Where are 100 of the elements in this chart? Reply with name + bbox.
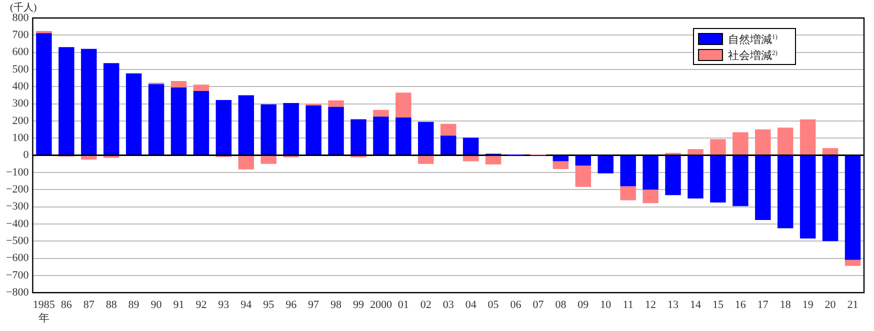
- bar: [81, 48, 97, 155]
- bar: [710, 156, 726, 202]
- x-tick-label: 13: [668, 299, 680, 312]
- bar: [462, 138, 479, 155]
- bar: [58, 47, 74, 155]
- y-tick-label: 400: [12, 80, 30, 93]
- x-tick-label: 12: [645, 299, 656, 312]
- y-tick-label: 100: [12, 132, 30, 144]
- bar: [620, 156, 636, 186]
- x-tick-label: 17: [757, 299, 769, 312]
- bar: [598, 156, 614, 174]
- bar: [732, 156, 748, 206]
- bar: [800, 156, 816, 239]
- bar: [755, 129, 771, 155]
- bar: [396, 118, 412, 155]
- bar: [755, 156, 771, 220]
- x-tick-label: 20: [824, 299, 836, 312]
- x-tick-label: 89: [128, 299, 140, 312]
- y-tick-label: −600: [6, 252, 30, 264]
- bar: [665, 156, 681, 196]
- bar: [688, 149, 704, 155]
- y-tick-label: 600: [12, 46, 30, 58]
- y-tick-label: 0: [23, 149, 30, 162]
- y-tick-label: 800: [12, 12, 30, 24]
- x-tick-label: 97: [308, 299, 320, 312]
- y-tick-label: 200: [12, 114, 30, 127]
- bar: [440, 124, 456, 136]
- x-tick-label: 11: [622, 299, 634, 312]
- x-tick-label: 93: [218, 299, 230, 312]
- x-tick-label: 08: [555, 299, 567, 312]
- bar: [238, 156, 254, 170]
- bar: [552, 156, 569, 162]
- x-tick-label: 91: [173, 299, 184, 312]
- x-tick-label: 07: [532, 299, 544, 312]
- x-tick-label: 15: [712, 299, 724, 312]
- x-tick-label: 09: [578, 299, 590, 312]
- bar: [844, 260, 861, 266]
- bar: [328, 100, 344, 107]
- bar: [283, 102, 299, 155]
- bar: [440, 136, 456, 155]
- y-tick-label: −100: [6, 166, 30, 178]
- x-tick-label: 04: [465, 299, 477, 312]
- bar: [844, 156, 861, 260]
- bar: [778, 156, 794, 228]
- bar: [418, 156, 434, 164]
- x-tick-label: 16: [734, 299, 746, 312]
- x-tick-label: 18: [780, 299, 792, 312]
- y-tick-label: −200: [6, 184, 30, 196]
- x-tick-label: 02: [420, 299, 432, 312]
- y-tick-label: −400: [6, 218, 30, 230]
- bar: [126, 73, 142, 155]
- bar: [148, 84, 164, 155]
- x-tick-label: 98: [330, 299, 342, 312]
- x-tick-label: 87: [83, 299, 95, 312]
- x-tick-label: 88: [106, 299, 118, 312]
- x-tick-label: 03: [442, 299, 454, 312]
- bar: [552, 161, 569, 170]
- x-tick-label: 14: [690, 299, 702, 312]
- y-tick-label: 700: [12, 29, 30, 42]
- bar: [710, 139, 726, 155]
- x-tick-label: 05: [488, 299, 500, 312]
- x-tick-label: 99: [352, 299, 364, 312]
- y-tick-label: 300: [12, 98, 30, 110]
- bar: [642, 156, 658, 190]
- y-tick-label: −300: [6, 200, 30, 213]
- x-tick-label: 86: [60, 299, 72, 312]
- x-tick-label: 95: [263, 299, 275, 312]
- bar: [373, 110, 389, 117]
- x-tick-label: 90: [150, 299, 162, 312]
- bar: [822, 156, 838, 242]
- bar: [575, 166, 592, 187]
- x-tick-label: 96: [286, 299, 298, 312]
- y-tick-label: −500: [6, 235, 30, 248]
- bar: [170, 80, 187, 88]
- x-tick-label: 10: [600, 299, 612, 312]
- bar: [260, 104, 276, 155]
- bar: [800, 119, 816, 155]
- y-tick-label: −700: [6, 269, 30, 282]
- bar: [732, 132, 748, 155]
- bar: [350, 119, 366, 155]
- bar: [822, 148, 838, 155]
- bar: [778, 128, 794, 155]
- x-tick-label: 21: [847, 299, 858, 312]
- bar: [170, 88, 187, 155]
- x-tick-label: 2000: [370, 299, 392, 312]
- bar: [328, 106, 344, 155]
- bar: [418, 122, 434, 155]
- bar: [238, 95, 254, 155]
- bar: [306, 106, 322, 155]
- x-tick-label: 92: [196, 299, 207, 312]
- bar: [373, 116, 389, 155]
- x-tick-label: 06: [510, 299, 522, 312]
- bar: [216, 100, 232, 155]
- bar: [485, 156, 502, 164]
- bar: [462, 156, 479, 162]
- x-tick-label: 01: [398, 299, 409, 312]
- x-tick-label: 1985 年: [32, 299, 56, 324]
- bar: [396, 92, 412, 118]
- bar: [575, 156, 592, 166]
- bar: [81, 156, 97, 160]
